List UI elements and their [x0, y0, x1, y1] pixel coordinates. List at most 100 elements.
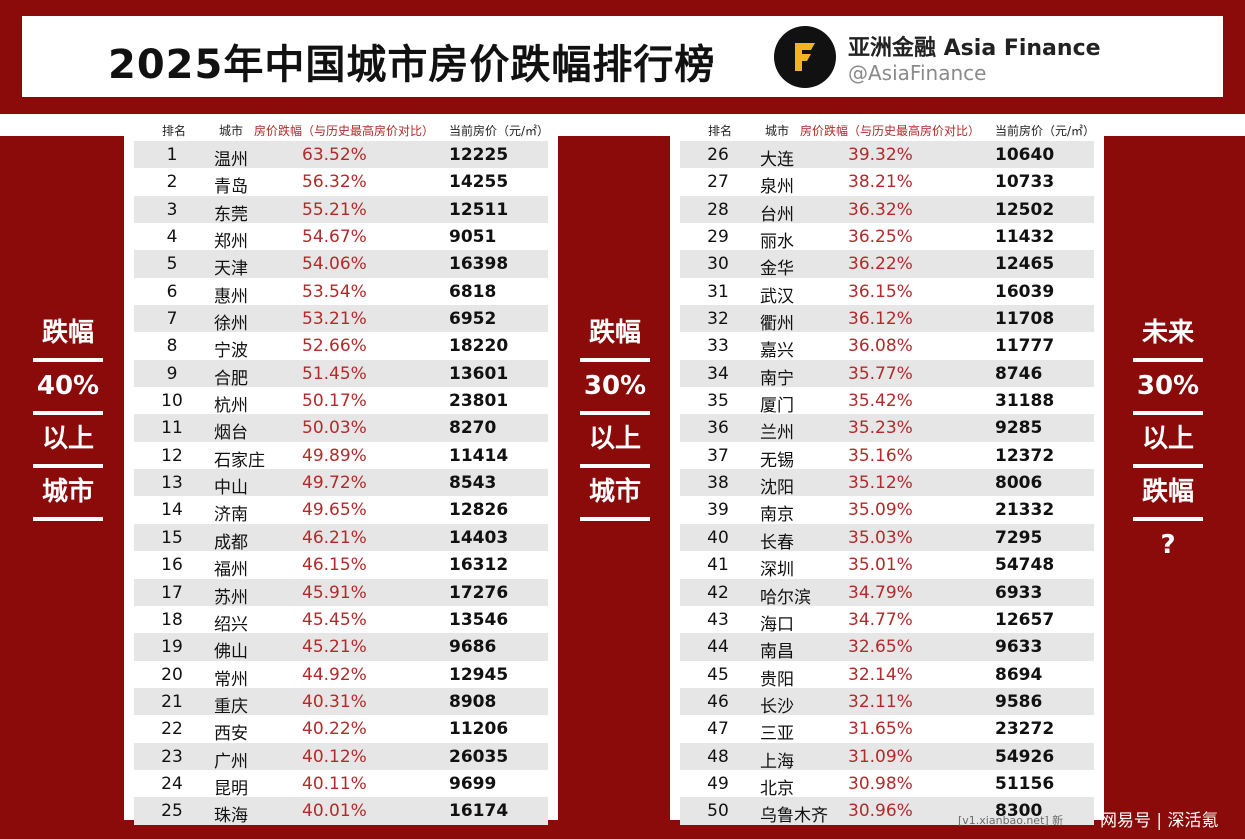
table-row: 38 沈阳 35.12% 8006 — [680, 469, 1094, 498]
city-cell: 南京 — [760, 505, 794, 526]
table-row: 12 石家庄 49.89% 11414 — [134, 442, 548, 471]
table-row: 9 合肥 51.45% 13601 — [134, 359, 548, 389]
rank-cell: 27 — [707, 172, 729, 193]
table-row: 37 无锡 35.16% 12372 — [680, 442, 1094, 471]
city-cell: 哈尔滨 — [760, 587, 811, 608]
table-body: 26 大连 39.32% 10640 27 泉州 38.21% 10733 28 台州 36.32%… — [680, 141, 1094, 826]
rank-cell: 4 — [166, 227, 178, 248]
side-label-right: 未来 30% 以上 跌幅 ? — [1133, 314, 1203, 575]
rank-cell: 49 — [707, 773, 729, 794]
change-cell: 40.12% — [302, 746, 367, 767]
rank-cell: 37 — [707, 445, 729, 466]
table-row: 41 深圳 35.01% 54748 — [680, 551, 1094, 580]
table-row: 28 台州 36.32% 12502 — [680, 195, 1094, 225]
change-cell: 36.15% — [848, 281, 913, 302]
rank-cell: 30 — [707, 254, 729, 275]
price-cell: 8746 — [995, 363, 1043, 384]
change-cell: 55.21% — [302, 199, 367, 220]
side-middle-line-1: 跌幅 — [580, 314, 650, 362]
brand-name: 亚洲金融 Asia Finance — [848, 36, 1101, 61]
table-row: 46 长沙 32.11% 9586 — [680, 687, 1094, 717]
city-cell: 福州 — [214, 560, 248, 581]
price-cell: 16174 — [449, 801, 509, 822]
city-cell: 武汉 — [760, 286, 794, 307]
price-cell: 12465 — [995, 254, 1055, 275]
table-row: 6 惠州 53.54% 6818 — [134, 278, 548, 307]
change-cell: 44.92% — [302, 664, 367, 685]
price-cell: 10640 — [995, 145, 1055, 165]
price-cell: 31188 — [995, 391, 1055, 412]
table-row: 30 金华 36.22% 12465 — [680, 250, 1094, 280]
city-cell: 厦门 — [760, 396, 794, 417]
table-row: 32 衢州 36.12% 11708 — [680, 305, 1094, 335]
change-cell: 38.21% — [848, 172, 913, 193]
rank-cell: 22 — [161, 719, 183, 740]
table-row: 21 重庆 40.31% 8908 — [134, 687, 548, 717]
rank-cell: 39 — [707, 500, 729, 521]
city-cell: 济南 — [214, 505, 248, 526]
price-cell: 8543 — [449, 473, 497, 494]
change-cell: 35.12% — [848, 473, 913, 494]
side-right-line-4: 跌幅 — [1133, 473, 1203, 521]
city-cell: 苏州 — [214, 587, 248, 608]
price-cell: 11777 — [995, 336, 1055, 357]
brand-handle: @AsiaFinance — [848, 61, 987, 85]
change-cell: 53.54% — [302, 281, 367, 302]
table-row: 35 厦门 35.42% 31188 — [680, 387, 1094, 417]
table-body: 1 温州 63.52% 12225 2 青岛 56.32% 14255 3 东莞 55.21% 125… — [134, 141, 548, 826]
price-cell: 8270 — [449, 418, 497, 439]
change-cell: 36.12% — [848, 309, 913, 330]
table-row: 2 青岛 56.32% 14255 — [134, 168, 548, 197]
rank-cell: 8 — [166, 336, 178, 357]
city-cell: 大连 — [760, 150, 794, 170]
price-cell: 12372 — [995, 445, 1055, 466]
city-cell: 海口 — [760, 614, 794, 635]
table-row: 42 哈尔滨 34.79% 6933 — [680, 578, 1094, 608]
side-left-line-3: 以上 — [33, 420, 103, 468]
change-cell: 30.98% — [848, 773, 913, 794]
change-cell: 31.65% — [848, 719, 913, 740]
city-cell: 南昌 — [760, 642, 794, 663]
change-cell: 40.01% — [302, 801, 367, 822]
change-cell: 52.66% — [302, 336, 367, 357]
table-row: 7 徐州 53.21% 6952 — [134, 305, 548, 334]
side-middle-line-4: 城市 — [580, 473, 650, 521]
price-cell: 6952 — [449, 309, 497, 330]
table-row: 20 常州 44.92% 12945 — [134, 661, 548, 690]
rank-cell: 9 — [166, 363, 178, 384]
change-cell: 35.09% — [848, 500, 913, 521]
city-cell: 天津 — [214, 259, 248, 280]
city-cell: 金华 — [760, 259, 794, 280]
table-row: 48 上海 31.09% 54926 — [680, 742, 1094, 772]
price-cell: 26035 — [449, 746, 509, 767]
price-cell: 8694 — [995, 664, 1043, 685]
rank-cell: 5 — [166, 254, 178, 275]
price-cell: 9051 — [449, 227, 497, 248]
city-cell: 宁波 — [214, 341, 248, 362]
city-cell: 佛山 — [214, 642, 248, 663]
table-row: 23 广州 40.12% 26035 — [134, 742, 548, 772]
price-cell: 7295 — [995, 527, 1043, 548]
change-cell: 46.15% — [302, 555, 367, 576]
price-cell: 14403 — [449, 527, 509, 548]
rank-cell: 38 — [707, 473, 729, 494]
city-cell: 台州 — [760, 204, 794, 225]
change-cell: 34.77% — [848, 609, 913, 630]
rank-cell: 14 — [161, 500, 183, 521]
change-cell: 39.32% — [848, 145, 913, 165]
price-cell: 12511 — [449, 199, 509, 220]
city-cell: 长沙 — [760, 696, 794, 717]
table-row: 15 成都 46.21% 14403 — [134, 523, 548, 553]
change-cell: 35.16% — [848, 445, 913, 466]
price-cell: 51156 — [995, 773, 1055, 794]
price-cell: 12826 — [449, 500, 509, 521]
change-cell: 35.01% — [848, 555, 913, 576]
city-cell: 衢州 — [760, 314, 794, 335]
ranking-table-right: 排名 城市 房价跌幅（与历史最高房价对比） 当前房价（元/㎡） 26 大连 39.3… — [670, 114, 1104, 826]
header-rank: 排名 — [162, 124, 187, 138]
rank-cell: 6 — [166, 281, 178, 302]
change-cell: 36.22% — [848, 254, 913, 275]
price-cell: 10733 — [995, 172, 1055, 193]
rank-cell: 35 — [707, 391, 729, 412]
city-cell: 成都 — [214, 532, 248, 553]
